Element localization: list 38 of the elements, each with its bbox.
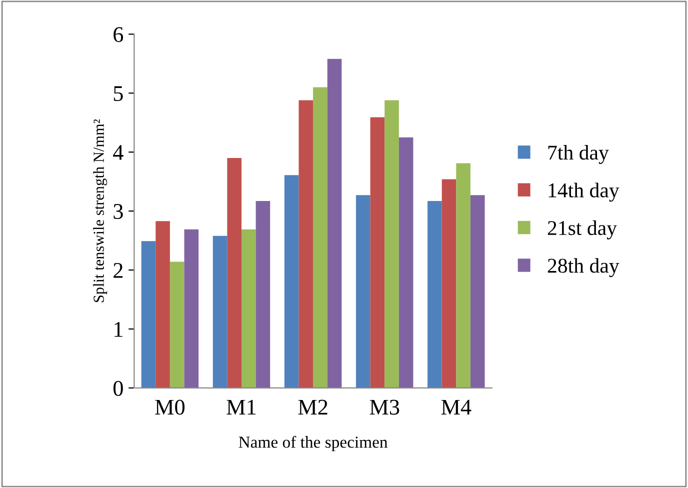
bar: [456, 163, 470, 388]
bar: [284, 175, 299, 388]
bar: [398, 137, 414, 388]
legend-label: 21st day: [548, 220, 617, 240]
bar: [156, 221, 170, 388]
bar: [327, 58, 342, 388]
x-axis-title: Name of the specimen: [238, 436, 388, 452]
legend-label: 14th day: [548, 182, 620, 202]
y-axis-title: Split tenswile strength N/mm²: [93, 119, 108, 302]
legend-label: 7th day: [548, 145, 609, 164]
y-tick-label: 1: [114, 322, 122, 337]
bar: [356, 195, 370, 388]
x-tick-label: M3: [370, 400, 400, 415]
bar: [227, 158, 242, 388]
x-tick-label: M0: [155, 400, 185, 415]
bar: [442, 179, 456, 388]
x-tick-label: M4: [441, 400, 472, 414]
y-tick-label: 0: [113, 380, 123, 396]
x-tick-label: M1: [226, 400, 256, 414]
y-tick-label: 3: [114, 204, 123, 219]
bar: [384, 100, 399, 388]
y-tick-label: 6: [114, 27, 124, 42]
bar: [256, 201, 270, 388]
legend-label: 28th day: [548, 258, 620, 278]
bar: [141, 241, 156, 388]
bar: [170, 262, 184, 388]
y-tick-label: 4: [113, 145, 124, 160]
x-tick-label: M2: [298, 400, 328, 414]
bar: [470, 195, 485, 388]
bar: [212, 236, 228, 388]
y-tick-label: 2: [114, 263, 123, 278]
y-tick-label: 5: [114, 86, 123, 102]
bar: [241, 229, 256, 388]
bar: [298, 100, 314, 388]
bar: [184, 229, 199, 388]
bar: [428, 201, 442, 388]
bar: [370, 117, 385, 388]
bar: [313, 87, 328, 388]
